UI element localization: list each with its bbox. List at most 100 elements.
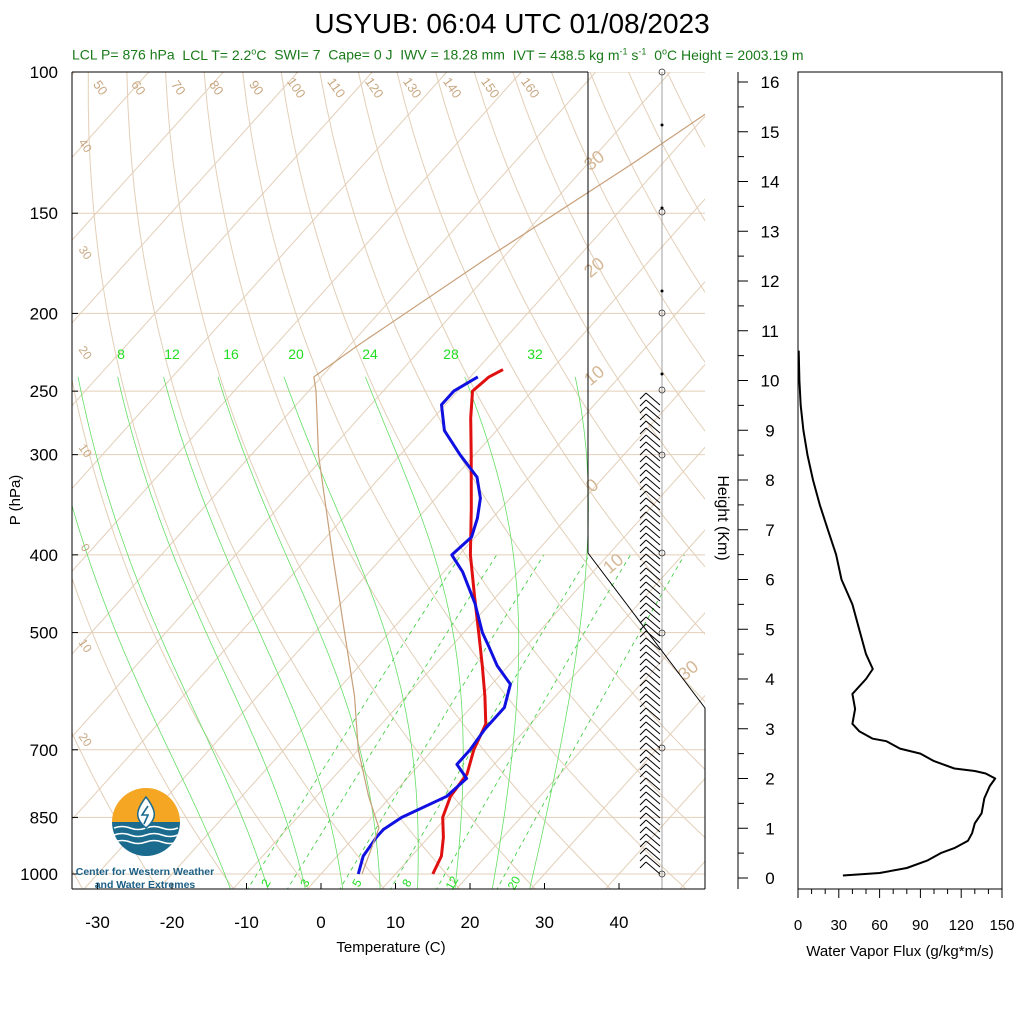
wind-barb-flag	[639, 749, 647, 757]
isotherm-line	[72, 72, 224, 241]
wind-circle	[658, 309, 666, 317]
moist-adiabat	[77, 376, 269, 889]
moist-adiabat	[365, 376, 464, 889]
isotherm-line	[158, 281, 705, 889]
mixing-ratio-line	[496, 554, 685, 889]
moist-adiabat	[464, 376, 520, 889]
wind-dot	[660, 123, 664, 127]
wind-barb-shaft	[645, 672, 661, 686]
wind-barb-shaft	[645, 826, 661, 840]
flux-x-tick-label: 30	[830, 917, 847, 934]
wind-barb-shaft	[645, 546, 661, 560]
dry-adiabat	[706, 72, 1024, 891]
wind-barb-shaft	[645, 819, 661, 833]
mixing-ratio-bottom-label: 20	[505, 873, 524, 892]
wind-barb-flag	[639, 672, 647, 680]
wind-barb-flag	[639, 854, 647, 862]
wind-barb-shaft	[645, 637, 661, 651]
wind-circle	[658, 68, 666, 76]
mixing-ratio-line	[436, 554, 631, 889]
mixing-ratio-bottom-label: 12	[443, 873, 462, 892]
chart-title: USYUB: 06:04 UTC 01/08/2023	[314, 8, 710, 39]
wind-barb-shaft	[645, 504, 661, 518]
wind-barb-flag	[639, 539, 647, 547]
mixing-ratio-label: 8	[117, 346, 125, 362]
isotherm-line	[307, 446, 705, 889]
wind-barb-shaft	[645, 749, 661, 763]
wind-barb-shaft	[645, 630, 661, 644]
dry-adiabat	[280, 72, 705, 839]
flux-x-tick-label: 120	[949, 917, 974, 934]
mixing-ratio-bottom-label: 5	[349, 876, 365, 889]
mixing-ratio-line	[247, 554, 462, 889]
wind-barb-flag	[639, 721, 647, 729]
freezing-level: 0oC Height = 2003.19 m	[654, 46, 804, 63]
dry-adiabat	[822, 72, 1024, 891]
wind-barb-flag	[639, 679, 647, 687]
wind-barb-shaft	[645, 721, 661, 735]
height-tick-label: 11	[761, 322, 779, 341]
dry-adiabat	[203, 72, 612, 889]
wind-barb-flag	[639, 777, 647, 785]
wind-barb-shaft	[645, 427, 661, 441]
wind-barb-shaft	[645, 847, 661, 861]
wind-barb-flag	[639, 791, 647, 799]
wind-barb-flag	[639, 581, 647, 589]
mixing-ratio-line	[390, 554, 590, 889]
wind-barb-shaft	[645, 693, 661, 707]
wind-barb-flag	[639, 833, 647, 841]
x-tick-label: 40	[610, 913, 629, 932]
logo-line2: and Water Extremes	[94, 879, 196, 891]
wind-barb-flag	[639, 609, 647, 617]
wind-barb-shaft	[645, 392, 661, 406]
dry-adiabat	[473, 72, 705, 500]
wind-barb-shaft	[645, 840, 661, 854]
series-temperature	[431, 368, 504, 875]
dry-adiabat	[435, 72, 705, 568]
dry-adiabat-label: 60	[128, 77, 149, 97]
x-tick-label: 0	[316, 913, 325, 932]
dry-adiabat-label: 90	[246, 77, 267, 97]
wind-barb-shaft	[645, 567, 661, 581]
x-tick-label: -20	[160, 913, 185, 932]
mixing-ratio-label: 24	[362, 346, 378, 362]
wind-dot	[660, 289, 664, 293]
dry-adiabat-label: 110	[324, 75, 348, 101]
wind-barb-flag	[639, 532, 647, 540]
wind-barb-flag	[639, 630, 647, 638]
wind-barb-flag	[639, 434, 647, 442]
mixing-ratio-bottom-label: 8	[399, 876, 415, 889]
wind-barb-column	[587, 68, 706, 889]
isotherm-line	[83, 198, 705, 889]
isotherm-line	[72, 72, 373, 407]
mixing-ratio-label: 16	[223, 346, 239, 362]
wind-barb-shaft	[645, 525, 661, 539]
wind-barb-flag	[639, 413, 647, 421]
moist-adiabat	[117, 376, 306, 889]
wind-barb-flag	[639, 756, 647, 764]
dry-adiabat-label: 120	[362, 75, 387, 101]
wind-barb-flag	[639, 805, 647, 813]
logo-wave	[113, 839, 179, 845]
dry-adiabat	[242, 72, 687, 889]
wind-barb-shaft	[645, 770, 661, 784]
height-tick-label: 9	[765, 421, 774, 440]
wind-barb-flag	[639, 511, 647, 519]
wind-barb-shaft	[645, 413, 661, 427]
cape-value: Cape= 0 J	[328, 46, 393, 63]
flux-x-tick-label: 150	[989, 917, 1014, 934]
wind-barb-flag	[639, 763, 647, 771]
dry-adiabat	[72, 576, 235, 889]
wind-barb-flag	[639, 462, 647, 470]
wind-barb-shaft	[645, 686, 661, 700]
dry-adiabat	[628, 72, 705, 222]
x-tick-label: -10	[234, 913, 259, 932]
x-axis-label: Temperature (C)	[336, 939, 445, 956]
isotherm-line	[755, 72, 1024, 889]
wind-barb-shaft	[645, 532, 661, 546]
wind-barb-shaft	[645, 595, 661, 609]
moist-adiabat-label: 0	[582, 475, 603, 497]
wind-barb-flag	[639, 651, 647, 659]
wind-barb-flag	[639, 623, 647, 631]
